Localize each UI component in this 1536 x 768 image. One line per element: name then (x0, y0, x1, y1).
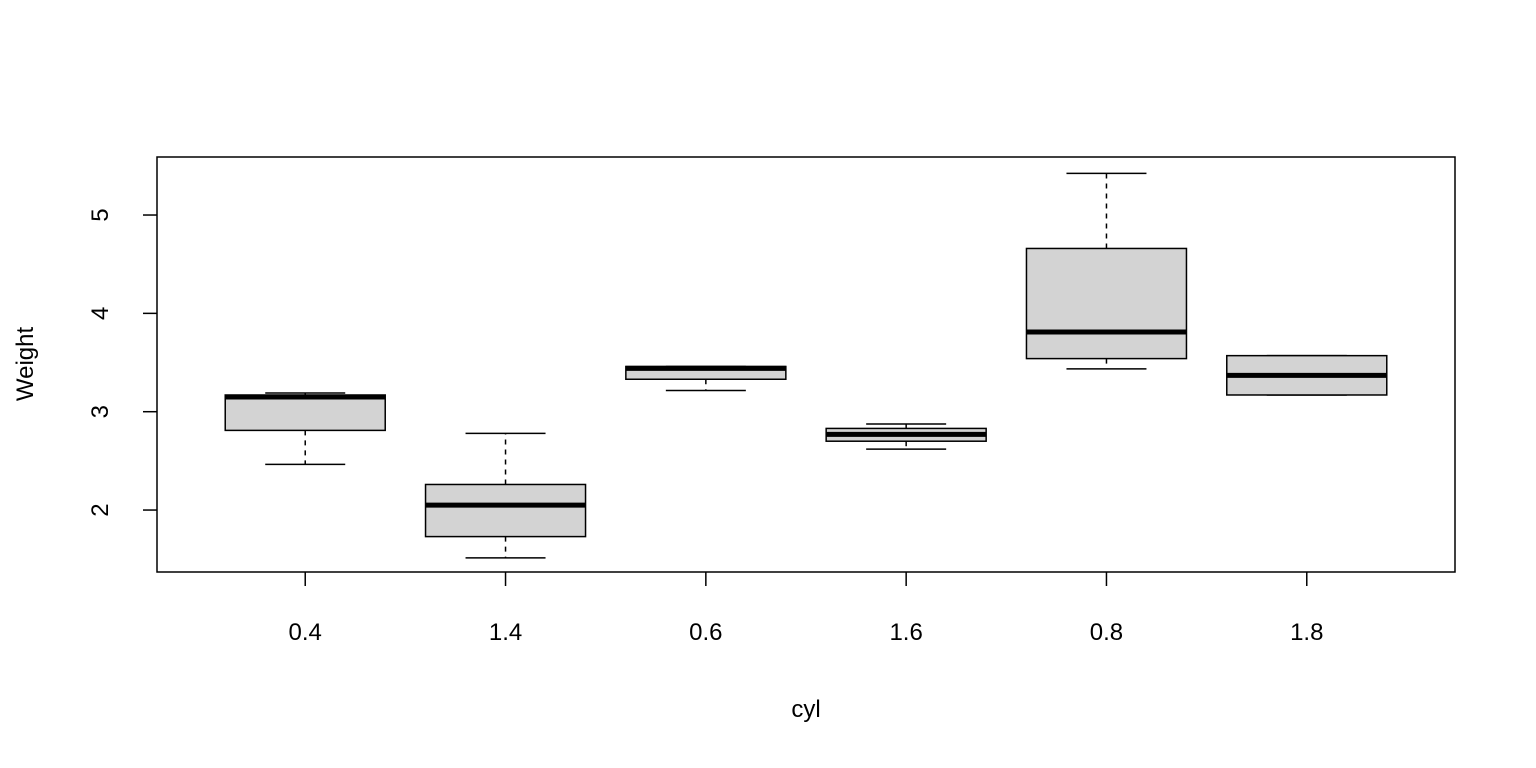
x-axis-title: cyl (791, 696, 820, 723)
box-1.4 (424, 432, 587, 559)
box-rect (1025, 247, 1188, 360)
box-0.6 (625, 365, 787, 392)
x-tick-label: 0.4 (289, 619, 322, 646)
plot-frame (156, 156, 1456, 573)
box-1.8 (1226, 354, 1388, 396)
box-0.4 (224, 392, 386, 466)
box-1.6 (825, 423, 987, 450)
box-0.8 (1025, 172, 1188, 370)
y-tick-label: 2 (87, 503, 114, 516)
y-tick-label: 5 (87, 208, 114, 221)
x-tick-label: 1.8 (1290, 619, 1323, 646)
y-tick-label: 4 (87, 307, 114, 320)
box-rect (424, 483, 587, 538)
boxes (224, 172, 1388, 559)
y-tick-label: 3 (87, 405, 114, 418)
box-rect (224, 394, 386, 432)
x-axis: 0.4 1.4 0.6 1.6 0.8 1.8 (289, 572, 1323, 646)
x-tick-label: 1.4 (489, 619, 522, 646)
x-tick-label: 1.6 (889, 619, 922, 646)
x-tick-label: 0.8 (1090, 619, 1123, 646)
y-axis-title: Weight (12, 327, 39, 402)
x-tick-label: 0.6 (689, 619, 722, 646)
y-axis: 2 3 4 5 (87, 208, 157, 517)
